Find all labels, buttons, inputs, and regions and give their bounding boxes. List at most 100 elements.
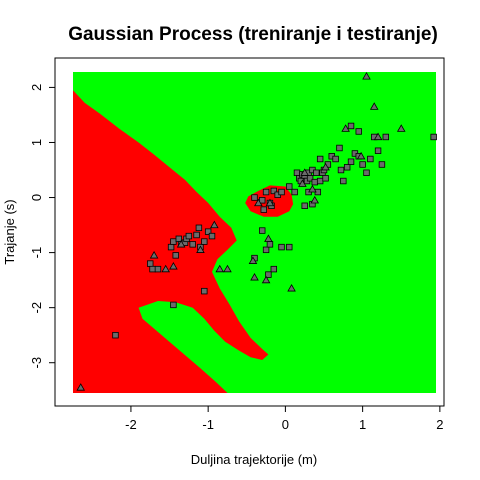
- point-square: [378, 161, 386, 168]
- point-triangle: [396, 124, 406, 132]
- point-triangle: [310, 195, 320, 204]
- point-square: [147, 260, 154, 267]
- y-tick-label: -2: [29, 302, 44, 314]
- point-square: [313, 169, 320, 176]
- point-square: [355, 128, 362, 135]
- point-square: [286, 243, 293, 251]
- point-square: [332, 155, 339, 163]
- point-triangle: [210, 220, 219, 229]
- point-square: [172, 252, 179, 259]
- point-triangle: [215, 264, 225, 273]
- point-triangle: [308, 184, 317, 193]
- point-square: [270, 187, 278, 195]
- point-square: [195, 224, 203, 232]
- point-triangle: [169, 261, 178, 270]
- point-triangle: [362, 71, 371, 80]
- point-square: [278, 188, 285, 196]
- point-square: [149, 265, 156, 273]
- point-triangle: [248, 256, 258, 264]
- point-triangle: [161, 264, 170, 273]
- point-square: [430, 133, 437, 141]
- point-square: [265, 271, 272, 278]
- chart-title: Gaussian Process (treniranje i testiranj…: [68, 24, 438, 45]
- point-triangle: [76, 383, 86, 391]
- point-square: [262, 246, 270, 254]
- point-square: [260, 206, 267, 213]
- x-axis-label: Duljina trajektorije (m): [191, 452, 317, 467]
- point-square: [262, 188, 270, 196]
- point-triangle: [373, 132, 383, 141]
- point-triangle: [261, 275, 271, 284]
- point-square: [301, 202, 308, 209]
- point-triangle: [223, 264, 232, 273]
- point-triangle: [300, 168, 309, 176]
- point-square: [322, 175, 329, 182]
- point-square: [337, 166, 345, 174]
- point-triangle: [298, 179, 307, 187]
- point-square: [112, 331, 119, 339]
- point-triangle: [356, 151, 366, 160]
- point-square: [306, 175, 314, 182]
- point-triangle: [254, 198, 263, 207]
- point-square: [336, 144, 343, 152]
- x-tick-label: 0: [282, 417, 289, 432]
- point-triangle: [149, 250, 159, 259]
- y-tick-label: 0: [29, 194, 44, 201]
- point-square: [270, 265, 278, 273]
- point-square: [266, 241, 274, 248]
- point-triangle: [287, 283, 296, 292]
- y-axis: 2 1 0 -1 -2 -3: [29, 84, 56, 369]
- point-square: [291, 188, 298, 196]
- point-square: [374, 147, 382, 154]
- point-square: [201, 287, 208, 295]
- point-square: [204, 228, 212, 235]
- point-square: [167, 243, 175, 251]
- point-square: [170, 238, 177, 245]
- point-square: [316, 155, 324, 163]
- point-triangle: [264, 234, 273, 242]
- y-axis-label: Trajanje (s): [2, 199, 17, 264]
- point-triangle: [341, 124, 350, 132]
- x-tick-label: 1: [359, 417, 366, 432]
- point-square: [363, 169, 370, 176]
- point-square: [340, 177, 347, 185]
- y-tick-label: 2: [29, 84, 44, 91]
- point-square: [293, 169, 301, 176]
- x-tick-label: -2: [125, 417, 137, 432]
- x-axis: -2 -1 0 1 2: [125, 405, 443, 432]
- plot-area: [54, 57, 445, 407]
- point-square: [193, 231, 200, 239]
- y-tick-label: -1: [29, 247, 44, 259]
- point-square: [259, 227, 266, 234]
- point-triangle: [265, 198, 275, 207]
- y-tick-label: -3: [29, 357, 44, 369]
- point-square: [347, 122, 355, 130]
- point-triangle: [369, 102, 379, 110]
- point-square: [343, 164, 351, 171]
- y-tick-label: 1: [29, 139, 44, 146]
- x-tick-label: 2: [436, 417, 443, 432]
- point-square: [154, 265, 162, 273]
- point-square: [259, 197, 266, 204]
- point-square: [382, 133, 389, 141]
- point-triangle: [250, 272, 259, 281]
- point-square: [311, 178, 318, 186]
- point-triangle: [176, 239, 186, 248]
- point-square: [286, 183, 293, 190]
- point-square: [316, 177, 324, 185]
- point-square: [189, 241, 196, 248]
- point-triangle: [196, 245, 205, 253]
- point-square: [367, 155, 374, 163]
- point-square: [201, 238, 208, 245]
- point-square: [208, 232, 216, 240]
- point-square: [347, 158, 355, 165]
- point-square: [170, 301, 177, 309]
- point-triangle: [321, 162, 330, 171]
- x-tick-label: -1: [202, 417, 214, 432]
- point-square: [359, 161, 366, 168]
- point-square: [278, 243, 285, 251]
- point-square: [185, 232, 193, 240]
- data-points: [76, 71, 437, 391]
- point-square: [251, 194, 258, 201]
